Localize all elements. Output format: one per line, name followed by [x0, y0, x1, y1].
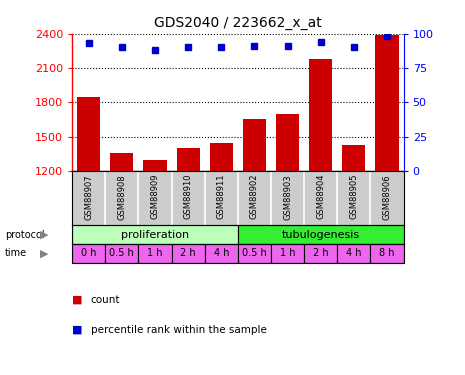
- Bar: [172, 244, 205, 262]
- Bar: [205, 244, 238, 262]
- Text: GSM88903: GSM88903: [283, 174, 292, 219]
- Text: percentile rank within the sample: percentile rank within the sample: [91, 325, 266, 335]
- Text: 0.5 h: 0.5 h: [109, 248, 134, 258]
- Bar: [337, 244, 371, 262]
- Text: 1 h: 1 h: [147, 248, 163, 258]
- Text: GSM88911: GSM88911: [217, 174, 226, 219]
- Text: tubulogenesis: tubulogenesis: [282, 230, 360, 240]
- Bar: [371, 244, 404, 262]
- Bar: [105, 244, 139, 262]
- Bar: [110, 153, 133, 171]
- Text: 1 h: 1 h: [280, 248, 295, 258]
- Text: protocol: protocol: [5, 230, 44, 240]
- Bar: [238, 244, 271, 262]
- Text: ■: ■: [72, 295, 83, 305]
- Text: GSM88908: GSM88908: [117, 174, 126, 219]
- Bar: [309, 59, 332, 171]
- Text: GSM88906: GSM88906: [383, 174, 392, 219]
- Text: time: time: [5, 248, 27, 258]
- Bar: [210, 142, 233, 171]
- Text: 2 h: 2 h: [180, 248, 196, 258]
- Text: GSM88904: GSM88904: [316, 174, 325, 219]
- Bar: [304, 244, 337, 262]
- Text: 2 h: 2 h: [313, 248, 329, 258]
- Text: GSM88902: GSM88902: [250, 174, 259, 219]
- Bar: [72, 244, 105, 262]
- Text: 4 h: 4 h: [346, 248, 362, 258]
- Bar: [375, 35, 399, 171]
- Bar: [238, 225, 404, 244]
- Text: ■: ■: [72, 325, 83, 335]
- Title: GDS2040 / 223662_x_at: GDS2040 / 223662_x_at: [154, 16, 322, 30]
- Text: ▶: ▶: [40, 230, 48, 240]
- Bar: [271, 244, 304, 262]
- Bar: [77, 97, 100, 171]
- Text: 4 h: 4 h: [213, 248, 229, 258]
- Text: count: count: [91, 295, 120, 305]
- Bar: [143, 160, 166, 171]
- Bar: [72, 225, 238, 244]
- Text: GSM88907: GSM88907: [84, 174, 93, 219]
- Text: ▶: ▶: [40, 248, 48, 258]
- Text: 8 h: 8 h: [379, 248, 395, 258]
- Text: 0.5 h: 0.5 h: [242, 248, 267, 258]
- Bar: [139, 244, 172, 262]
- Text: GSM88905: GSM88905: [349, 174, 359, 219]
- Bar: [276, 114, 299, 171]
- Text: GSM88910: GSM88910: [184, 174, 193, 219]
- Bar: [177, 148, 200, 171]
- Bar: [243, 118, 266, 171]
- Text: proliferation: proliferation: [121, 230, 189, 240]
- Bar: [342, 145, 365, 171]
- Text: GSM88909: GSM88909: [151, 174, 159, 219]
- Text: 0 h: 0 h: [81, 248, 96, 258]
